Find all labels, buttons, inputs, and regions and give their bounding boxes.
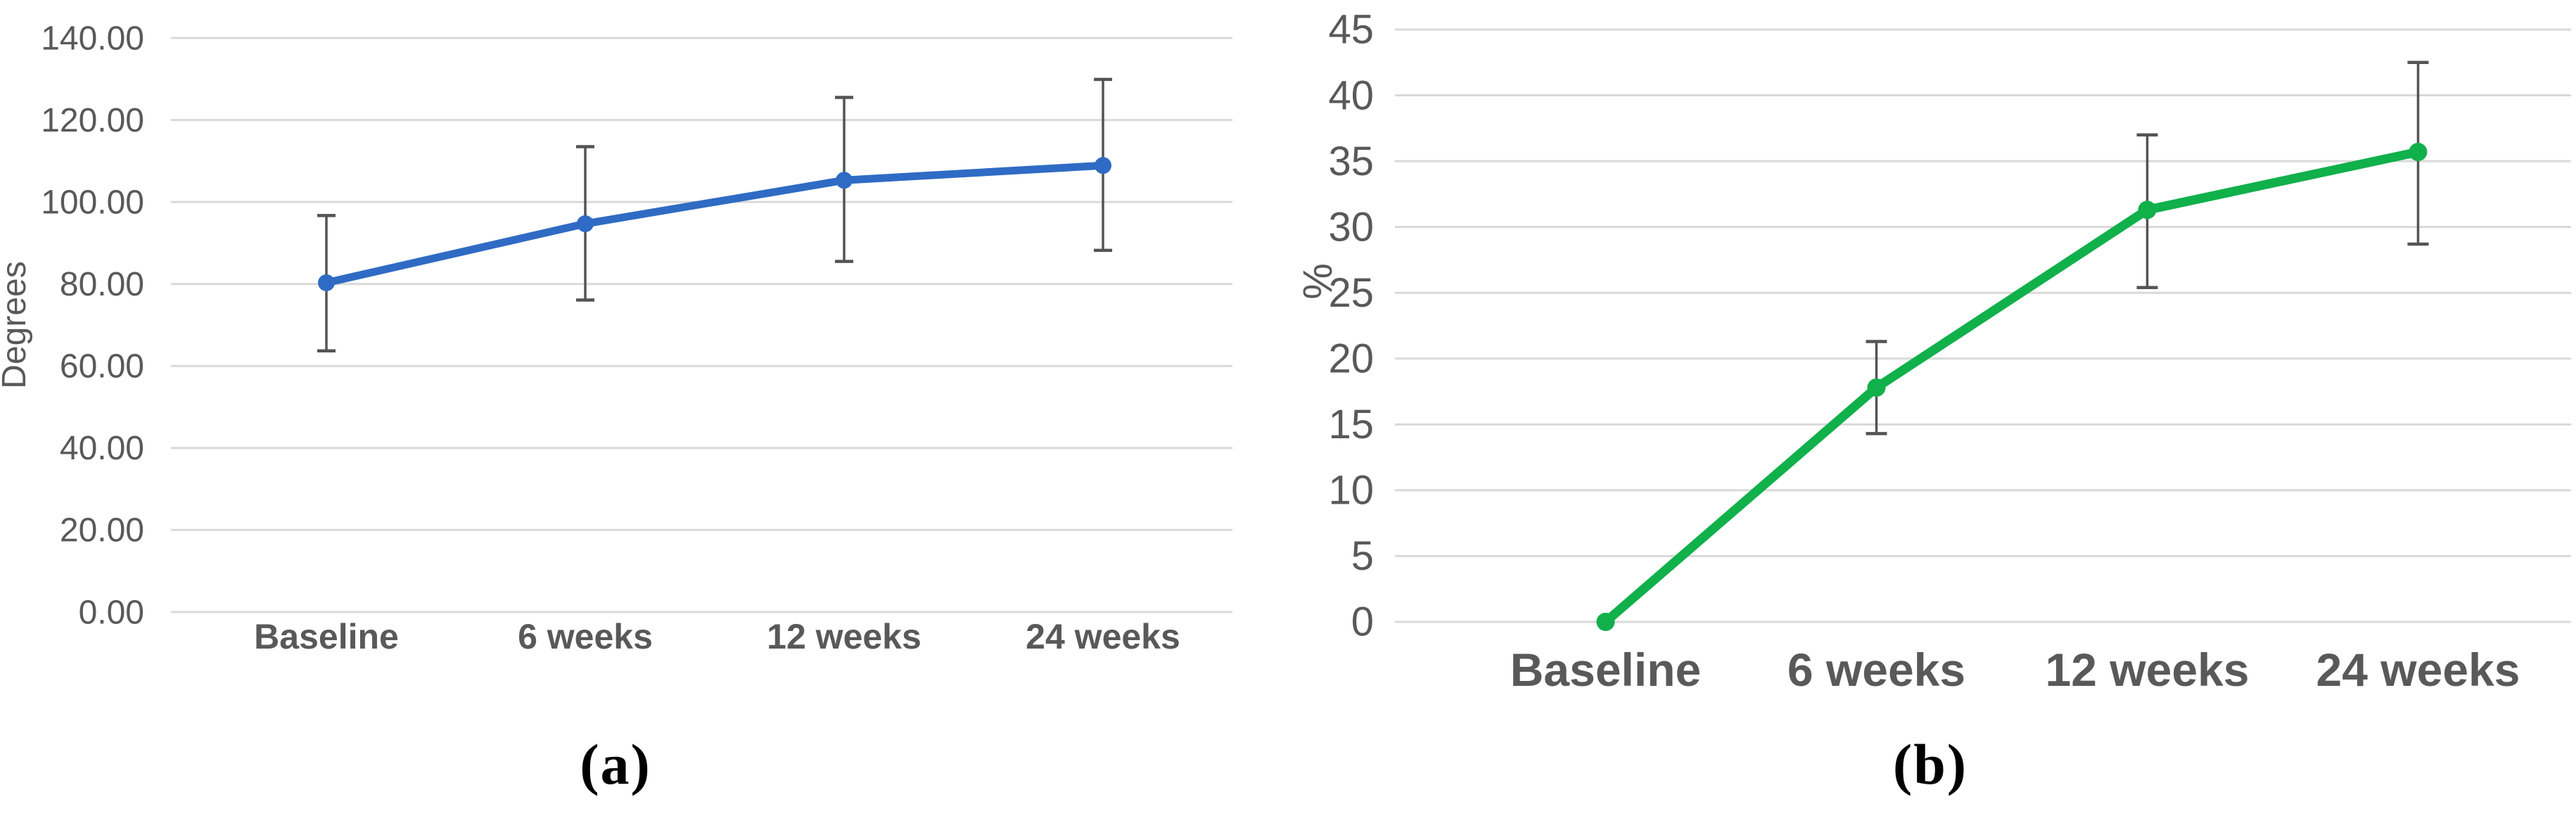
caption-a: (a) <box>580 732 651 796</box>
y-axis-title: % <box>1295 263 1341 300</box>
x-tick-label: 6 weeks <box>1787 644 1965 696</box>
caption-b: (b) <box>1892 732 1968 796</box>
y-tick-label: 20.00 <box>60 512 144 549</box>
x-tick-label: 24 weeks <box>1026 617 1180 656</box>
data-point-marker <box>1095 157 1111 174</box>
data-point-marker <box>577 215 594 233</box>
data-point-marker <box>2409 143 2428 162</box>
x-tick-label: Baseline <box>254 617 399 656</box>
y-tick-label: 45 <box>1328 7 1374 53</box>
y-tick-label: 60.00 <box>60 348 144 385</box>
y-tick-label: 35 <box>1328 139 1374 184</box>
chart-b: 0 5 10 15 20 25 30 35 40 45% Baseline 6 weeks 12 wee… <box>1295 7 2571 696</box>
y-tick-label: 120.00 <box>41 102 144 139</box>
x-tick-label: 6 weeks <box>518 617 653 656</box>
data-point-marker <box>318 274 335 291</box>
panel-b: 0 5 10 15 20 25 30 35 40 45% Baseline 6 weeks 12 wee… <box>1288 0 2576 835</box>
y-axis-title: Degrees <box>0 261 33 388</box>
y-tick-label: 140.00 <box>41 20 144 57</box>
x-tick-label: 24 weeks <box>2316 644 2520 696</box>
x-tick-label: 12 weeks <box>2046 644 2250 696</box>
data-point-marker <box>836 172 853 189</box>
series-line <box>1601 147 2423 627</box>
data-point-marker <box>1867 378 1886 397</box>
y-tick-label: 5 <box>1351 533 1374 579</box>
series-line <box>322 161 1107 287</box>
y-tick-label: 30 <box>1328 204 1374 250</box>
y-tick-label: 25 <box>1328 270 1374 316</box>
y-tick-label: 15 <box>1328 402 1374 447</box>
x-tick-label: Baseline <box>1510 644 1701 696</box>
y-tick-label: 10 <box>1328 468 1374 514</box>
data-point-marker <box>1596 613 1615 631</box>
y-tick-label: 20 <box>1328 336 1374 381</box>
y-tick-label: 0.00 <box>79 594 144 631</box>
y-tick-label: 40 <box>1328 72 1374 118</box>
y-tick-label: 80.00 <box>60 266 144 303</box>
y-tick-label: 0 <box>1351 599 1374 645</box>
chart-a: 0.00 20.00 40.00 60.00 80.00 100.00 120.00 140.… <box>0 20 1232 656</box>
y-tick-label: 40.00 <box>60 430 144 467</box>
x-tick-label: 12 weeks <box>767 617 922 656</box>
data-point-marker <box>2138 200 2157 219</box>
panel-a: 0.00 20.00 40.00 60.00 80.00 100.00 120.00 140.… <box>0 20 1232 796</box>
y-tick-label: 100.00 <box>41 184 144 221</box>
